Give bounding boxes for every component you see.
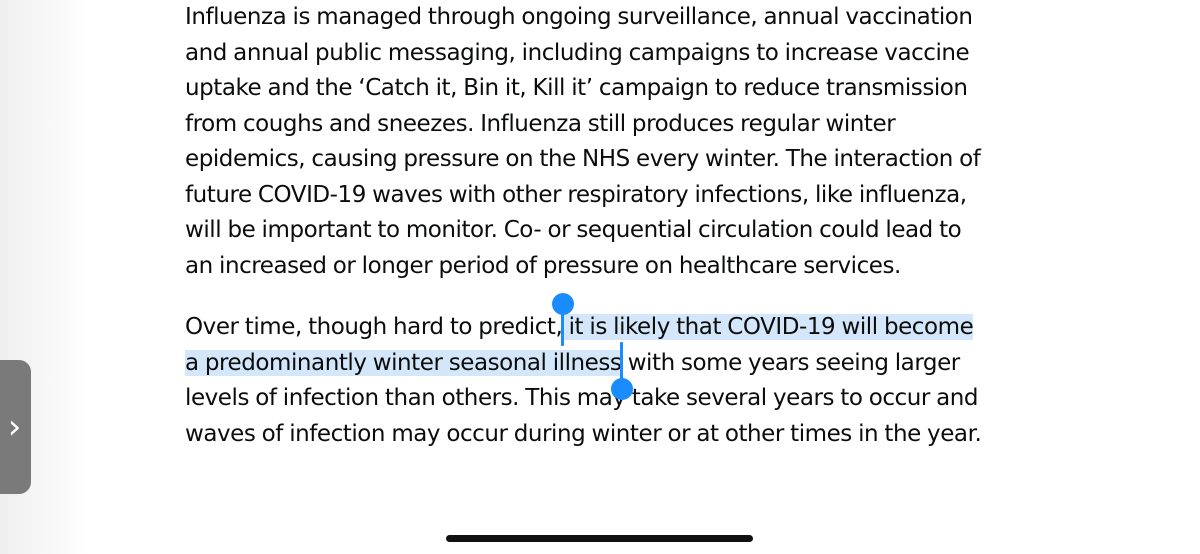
text-line: Influenza is managed through ongoing sur… xyxy=(185,4,973,30)
text-line: from coughs and sneezes. Influenza still… xyxy=(185,110,896,137)
selected-text[interactable]: it is likely that COVID-19 will become xyxy=(562,314,974,340)
chevron-right-icon: › xyxy=(7,407,22,447)
selection-start-caret xyxy=(561,304,565,346)
text-line: waves of infection may occur during wint… xyxy=(185,420,982,447)
text-line: an increased or longer period of pressur… xyxy=(185,252,901,279)
home-indicator-bar[interactable] xyxy=(446,535,753,542)
text-segment: Over time, though hard to predict, xyxy=(185,314,563,340)
text-line: a predominantly winter seasonal illness … xyxy=(185,341,1085,400)
text-line: uptake and the ‘Catch it, Bin it, Kill i… xyxy=(185,75,968,101)
text-segment: with some years seeing larger xyxy=(621,349,961,376)
text-line: epidemics, causing pressure on the NHS e… xyxy=(185,146,981,172)
paragraph-influenza: Influenza is managed through ongoing sur… xyxy=(185,0,1085,284)
selected-text[interactable]: a predominantly winter seasonal illness xyxy=(185,349,622,376)
text-line: will be important to monitor. Co- or seq… xyxy=(185,217,962,243)
text-line: and annual public messaging, including c… xyxy=(185,39,970,66)
selection-end-knob[interactable] xyxy=(611,377,634,400)
article-body: Influenza is managed through ongoing sur… xyxy=(185,0,1085,452)
text-line: Over time, though hard to predict, it is… xyxy=(185,293,1085,346)
paragraph-covid-seasonal: Over time, though hard to predict, it is… xyxy=(185,293,1085,452)
selection-end-caret xyxy=(620,341,624,384)
side-panel-toggle-button[interactable]: › xyxy=(0,360,31,494)
text-line: future COVID-19 waves with other respira… xyxy=(185,181,967,208)
selection-start-knob[interactable] xyxy=(552,293,575,315)
text-line: levels of infection than others. This ma… xyxy=(185,385,979,411)
